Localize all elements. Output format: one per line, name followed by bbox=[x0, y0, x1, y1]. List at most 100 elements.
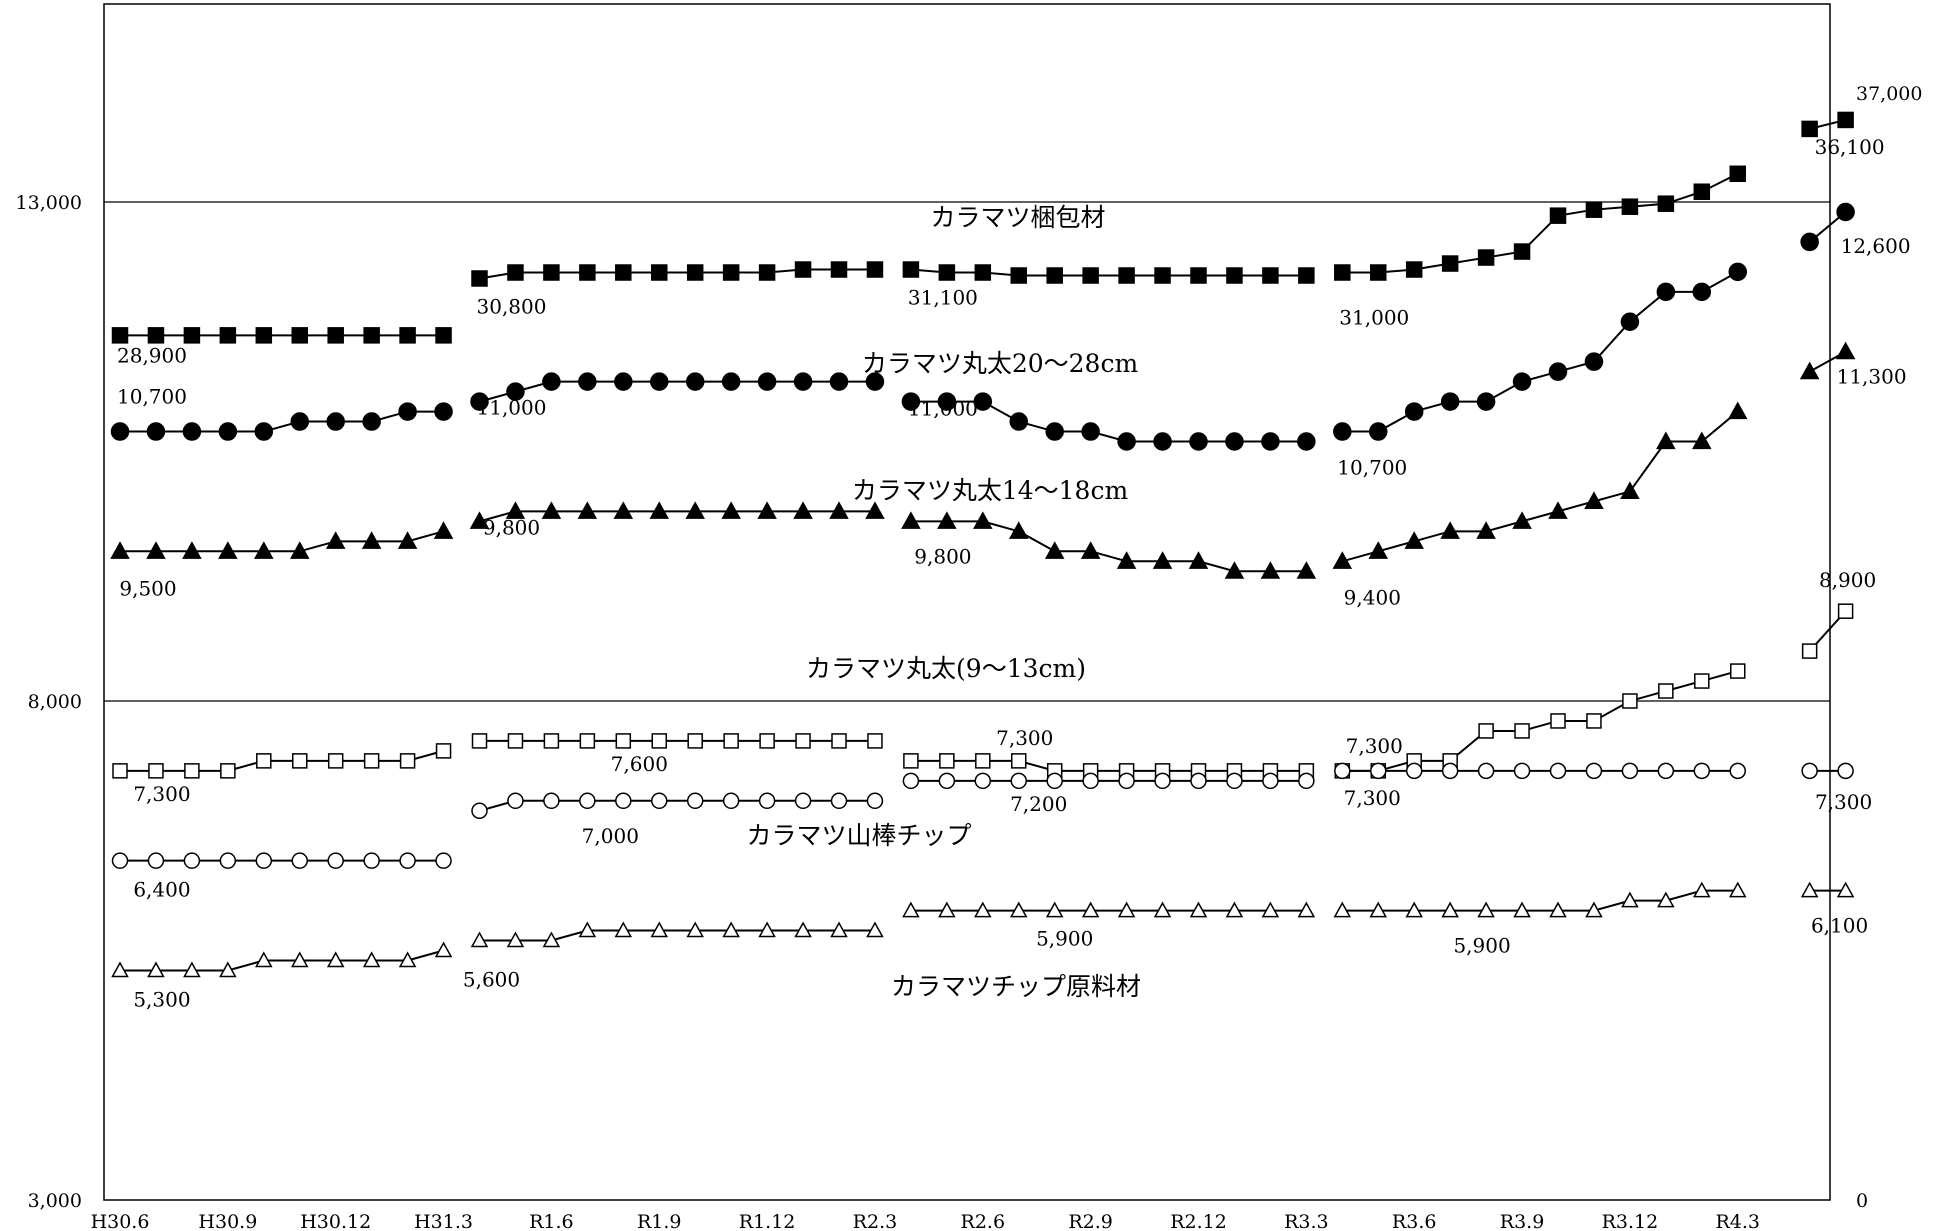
data-point bbox=[615, 733, 632, 749]
data-point bbox=[1727, 401, 1748, 420]
data-point bbox=[829, 501, 849, 519]
data-point bbox=[1261, 432, 1280, 451]
data-label: 11,000 bbox=[908, 397, 978, 421]
x-tick-label: H30.9 bbox=[198, 1211, 257, 1231]
data-point bbox=[399, 852, 416, 869]
data-point bbox=[112, 763, 128, 779]
data-point bbox=[1801, 643, 1818, 659]
data-point bbox=[685, 372, 705, 391]
data-point bbox=[1046, 772, 1063, 790]
data-point bbox=[399, 327, 416, 344]
data-point bbox=[1476, 521, 1496, 539]
data-label: 11,300 bbox=[1837, 365, 1907, 389]
series bbox=[111, 762, 1854, 869]
data-point bbox=[938, 772, 956, 790]
data-point bbox=[542, 931, 561, 948]
series-line bbox=[910, 520, 1307, 573]
series-name-label: カラマツ梱包材 bbox=[930, 203, 1105, 232]
data-point bbox=[829, 372, 849, 391]
data-point bbox=[1694, 673, 1710, 689]
data-point bbox=[326, 412, 345, 431]
data-point bbox=[578, 372, 597, 391]
data-point bbox=[866, 261, 884, 278]
data-point bbox=[1477, 762, 1495, 780]
data-point bbox=[435, 743, 452, 759]
data-point bbox=[939, 753, 955, 769]
data-point bbox=[219, 961, 237, 978]
data-point bbox=[1549, 207, 1567, 224]
data-point bbox=[507, 792, 524, 810]
data-point bbox=[146, 541, 166, 559]
data-point bbox=[1009, 412, 1028, 431]
data-point bbox=[1262, 772, 1279, 790]
data-point bbox=[757, 372, 777, 391]
data-point bbox=[110, 422, 130, 441]
data-point bbox=[1441, 255, 1459, 272]
data-point bbox=[399, 753, 416, 769]
data-point bbox=[1404, 402, 1424, 421]
data-point bbox=[1478, 723, 1494, 739]
data-point bbox=[1188, 551, 1209, 569]
data-point bbox=[1226, 772, 1243, 790]
data-label: 8,900 bbox=[1819, 568, 1876, 592]
data-point bbox=[1656, 431, 1676, 450]
data-label: 36,100 bbox=[1815, 135, 1885, 159]
data-point bbox=[327, 327, 344, 344]
data-point bbox=[219, 327, 237, 344]
series-line bbox=[479, 929, 875, 942]
data-label: 11,000 bbox=[477, 396, 547, 420]
data-point bbox=[1297, 901, 1316, 918]
data-point bbox=[1441, 762, 1459, 780]
data-point bbox=[1837, 603, 1854, 619]
data-point bbox=[759, 733, 775, 749]
data-point bbox=[1514, 723, 1530, 739]
data-label: 7,300 bbox=[1815, 790, 1872, 814]
data-point bbox=[291, 852, 308, 869]
data-point bbox=[650, 921, 669, 938]
data-point bbox=[182, 541, 202, 559]
text-layer: 3,000 8,000 13,000 0 37,000 H30.6 H30.9 H30.12 H… bbox=[16, 83, 1923, 1231]
data-point bbox=[794, 921, 812, 938]
data-point bbox=[255, 951, 273, 968]
data-label: 5,600 bbox=[463, 968, 520, 992]
data-point bbox=[649, 501, 670, 519]
data-point bbox=[1225, 432, 1244, 451]
data-point bbox=[1154, 267, 1171, 284]
data-point bbox=[1477, 901, 1495, 918]
gridlines bbox=[104, 201, 1830, 702]
data-point bbox=[1298, 267, 1315, 284]
data-point bbox=[182, 422, 202, 441]
series bbox=[110, 341, 1856, 579]
data-point bbox=[1370, 762, 1387, 780]
data-point bbox=[937, 392, 957, 411]
data-point bbox=[758, 264, 776, 281]
data-point bbox=[1513, 762, 1531, 780]
series bbox=[111, 111, 1854, 344]
data-point bbox=[723, 733, 739, 749]
data-point bbox=[470, 931, 489, 948]
data-point bbox=[147, 327, 165, 344]
data-point bbox=[865, 501, 885, 519]
data-point bbox=[866, 921, 884, 938]
data-point bbox=[1621, 198, 1639, 215]
data-point bbox=[1440, 392, 1460, 411]
data-point bbox=[1190, 267, 1207, 284]
data-point bbox=[147, 961, 165, 978]
x-tick-label: H30.6 bbox=[91, 1211, 150, 1231]
data-point bbox=[1622, 693, 1638, 709]
series-line bbox=[910, 268, 1307, 277]
data-point bbox=[1261, 901, 1280, 918]
series-name-label: カラマツチップ原料材 bbox=[891, 972, 1141, 1001]
data-point bbox=[470, 392, 489, 411]
x-tick-label: H30.12 bbox=[300, 1211, 371, 1231]
x-tick-label: R2.6 bbox=[961, 1211, 1006, 1231]
data-point bbox=[651, 264, 668, 281]
data-point bbox=[1801, 762, 1818, 780]
data-point bbox=[362, 412, 381, 431]
series-layer bbox=[110, 111, 1856, 978]
data-point bbox=[1045, 901, 1064, 918]
data-point bbox=[254, 422, 274, 441]
series-name-label: カラマツ丸太20～28cm bbox=[862, 349, 1139, 378]
data-point bbox=[254, 541, 274, 559]
data-point bbox=[1296, 561, 1317, 579]
